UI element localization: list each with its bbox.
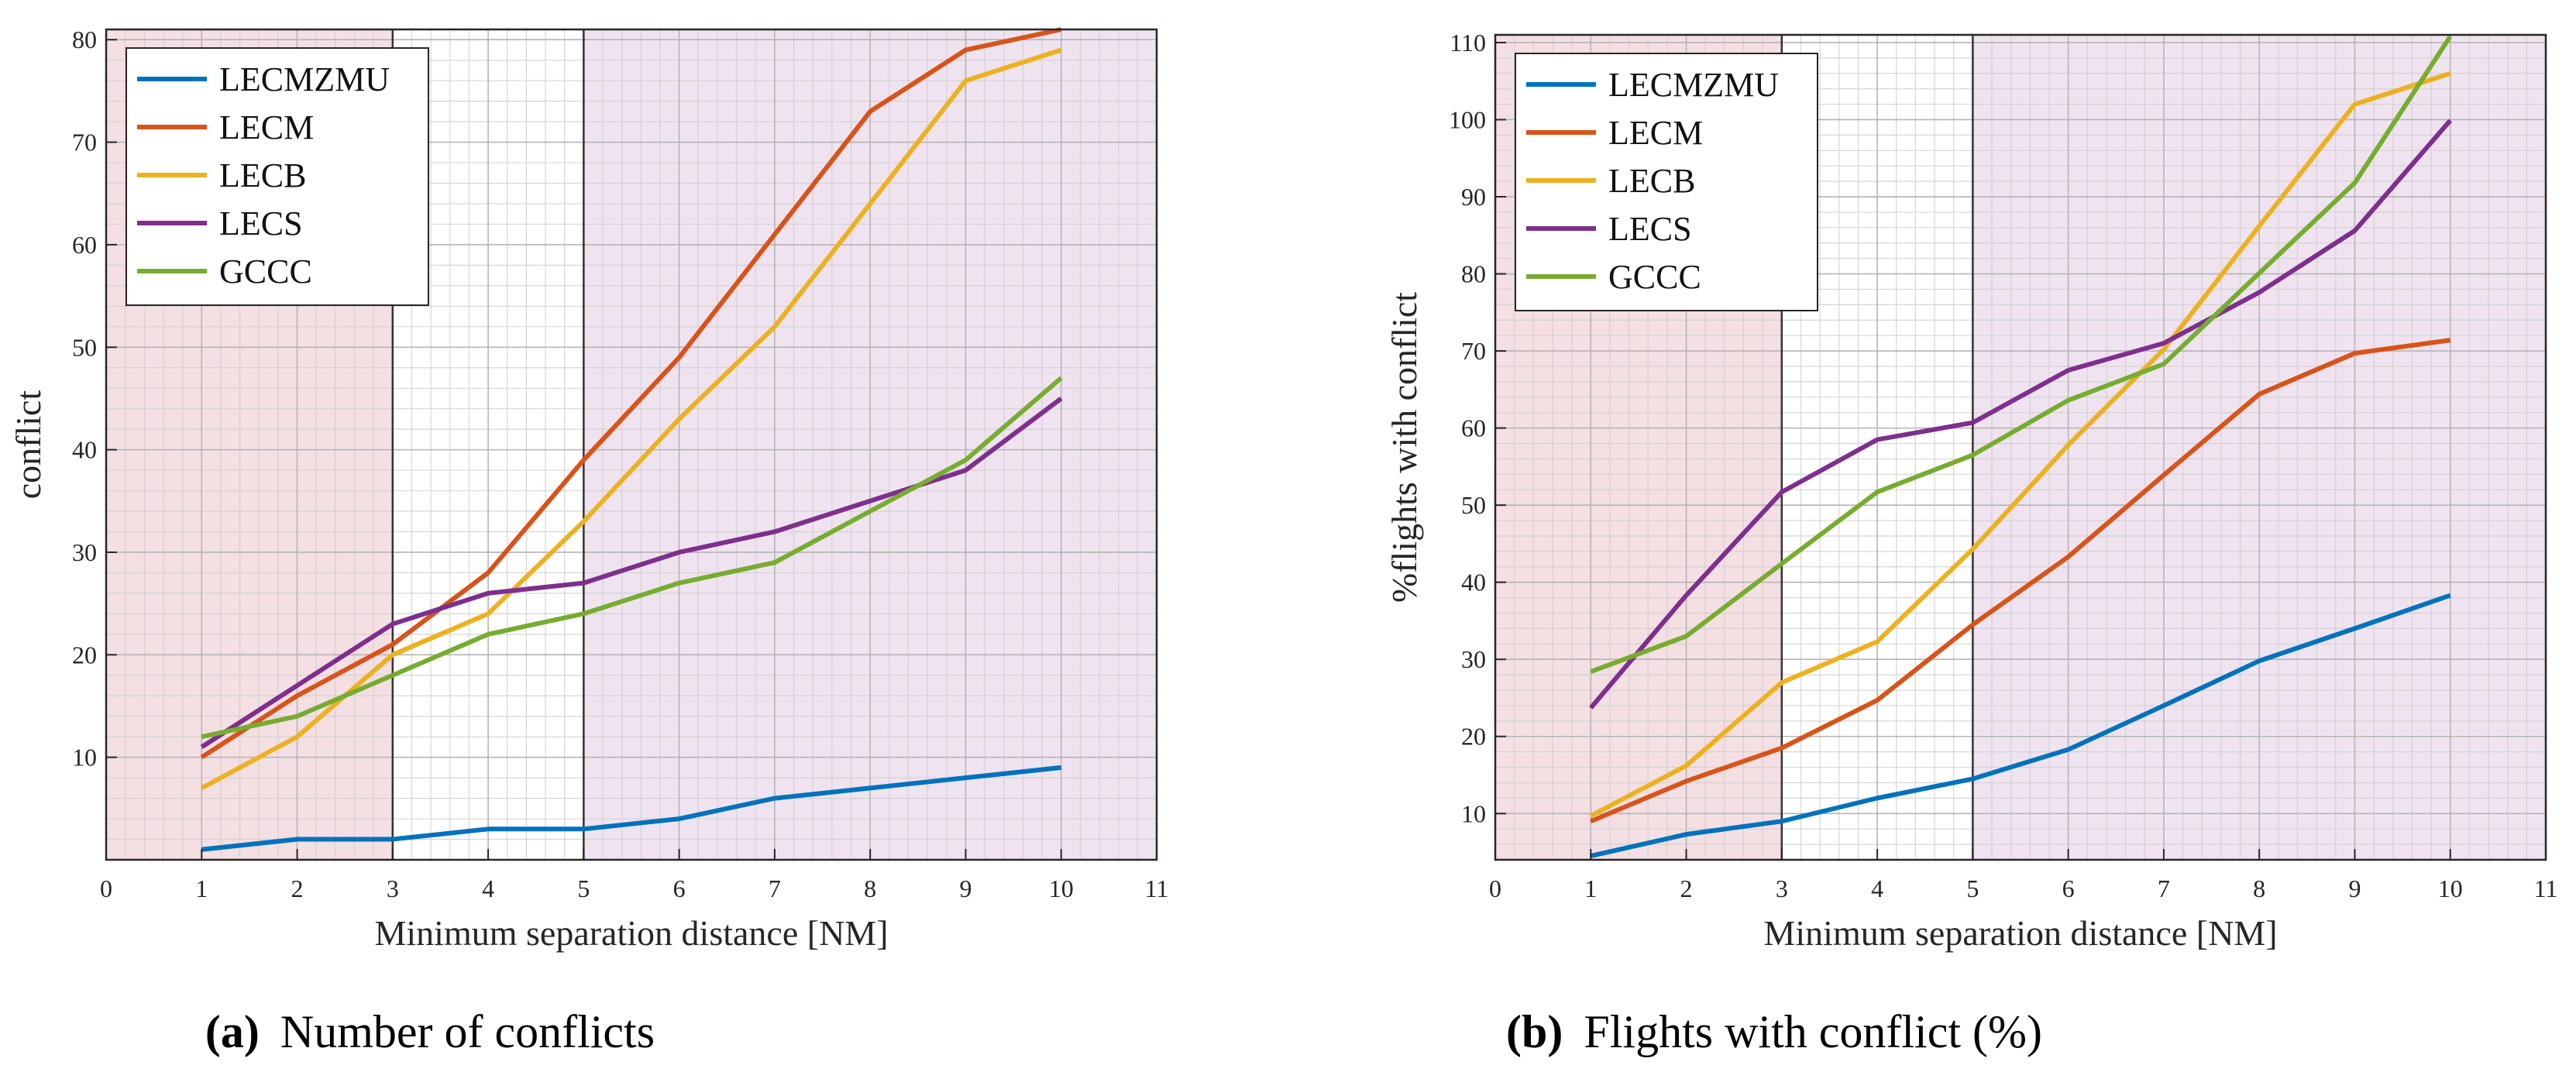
x-tick-label: 0 bbox=[1489, 875, 1501, 902]
y-axis-label: conflict bbox=[9, 390, 48, 500]
y-tick-label: 10 bbox=[1461, 799, 1486, 827]
caption-a-text: Number of conflicts bbox=[280, 1006, 655, 1057]
series-line-lecs bbox=[1588, 119, 2452, 710]
x-tick-label: 9 bbox=[2348, 875, 2361, 902]
x-tick-label: 8 bbox=[2253, 875, 2265, 902]
legend-label-lecs: LECS bbox=[1608, 210, 1692, 248]
legend-label-lecm: LECM bbox=[1608, 114, 1703, 152]
x-tick-label: 2 bbox=[1680, 875, 1693, 902]
y-tick-label: 50 bbox=[72, 333, 97, 361]
x-tick-label: 6 bbox=[2062, 875, 2075, 902]
y-tick-label: 40 bbox=[72, 436, 97, 464]
y-tick-label: 70 bbox=[1461, 337, 1486, 365]
y-tick-label: 80 bbox=[72, 26, 97, 53]
x-tick-label: 7 bbox=[769, 875, 781, 902]
x-tick-label: 7 bbox=[2158, 875, 2170, 902]
legend: LECMZMU LECM LECB LECS GCCC bbox=[1515, 53, 1818, 311]
y-tick-label: 50 bbox=[1461, 491, 1486, 519]
series-line-lecmzmu bbox=[201, 765, 1062, 852]
caption-a: (a) Number of conflicts bbox=[205, 1006, 655, 1057]
x-tick-label: 11 bbox=[2534, 875, 2558, 902]
x-tick-label: 0 bbox=[100, 875, 112, 902]
axes-box bbox=[1494, 33, 2547, 861]
legend-label-lecmzmu: LECMZMU bbox=[1608, 66, 1779, 104]
y-axis-label: %flights with conflict bbox=[1384, 292, 1424, 603]
legend: LECMZMU LECM LECB LECS GCCC bbox=[126, 47, 429, 306]
x-tick-label: 4 bbox=[482, 875, 494, 902]
x-tick-label: 3 bbox=[1776, 875, 1788, 902]
y-tick-label: 60 bbox=[72, 231, 97, 259]
legend-label-gccc: GCCC bbox=[1608, 258, 1701, 296]
series-line-gccc bbox=[201, 376, 1063, 740]
series-line-lecmzmu bbox=[1590, 593, 2451, 858]
y-tick-label: 30 bbox=[72, 538, 97, 566]
caption-b-text: Flights with conflict (%) bbox=[1584, 1006, 2042, 1057]
x-tick-label: 3 bbox=[387, 875, 399, 902]
legend-label-lecmzmu: LECMZMU bbox=[219, 60, 390, 98]
y-tick-label: 90 bbox=[1461, 183, 1486, 211]
x-tick-label: 1 bbox=[195, 875, 208, 902]
y-tick-label: 30 bbox=[1461, 645, 1486, 673]
x-tick-label: 5 bbox=[1966, 875, 1979, 902]
x-tick-label: 10 bbox=[1049, 875, 1074, 902]
y-tick-label: 20 bbox=[1461, 723, 1486, 751]
x-axis-label: Minimum separation distance [NM] bbox=[374, 913, 888, 953]
series-line-lecm bbox=[1590, 338, 2451, 823]
caption-b-letter: (b) bbox=[1506, 1006, 1563, 1057]
legend-label-lecm: LECM bbox=[219, 108, 314, 146]
chart-flights-with-conflict: 0 1 2 3 4 5 6 7 8 9 10 11 10 20 30 40 50 60 70 80 90 100 110 Mi… bbox=[1384, 29, 2557, 953]
x-axis-label: Minimum separation distance [NM] bbox=[1763, 913, 2277, 953]
x-tick-label: 1 bbox=[1584, 875, 1597, 902]
y-tick-label: 80 bbox=[1461, 260, 1486, 288]
legend-label-gccc: GCCC bbox=[219, 253, 312, 290]
series-line-gccc bbox=[1590, 35, 2453, 674]
x-tick-label: 6 bbox=[673, 875, 686, 902]
y-tick-label: 60 bbox=[1461, 414, 1486, 442]
chart-number-of-conflicts: 0 1 2 3 4 5 6 7 8 9 10 11 10 20 30 40 50 60 70 80 Minimum se… bbox=[9, 26, 1168, 953]
major-grid bbox=[1494, 35, 2547, 860]
y-tick-label: 70 bbox=[72, 129, 97, 156]
y-tick-label: 100 bbox=[1449, 105, 1486, 133]
x-tick-label: 9 bbox=[959, 875, 972, 902]
y-tick-label: 20 bbox=[72, 641, 97, 668]
y-tick-label: 10 bbox=[72, 744, 97, 771]
x-tick-label: 2 bbox=[291, 875, 304, 902]
axes-box bbox=[105, 28, 1158, 861]
legend-label-lecb: LECB bbox=[219, 156, 306, 194]
x-tick-label: 4 bbox=[1871, 875, 1883, 902]
x-tick-label: 8 bbox=[864, 875, 876, 902]
x-tick-label: 10 bbox=[2438, 875, 2463, 902]
caption-b: (b) Flights with conflict (%) bbox=[1506, 1006, 2042, 1057]
series-line-lecm bbox=[200, 27, 1062, 760]
legend-label-lecs: LECS bbox=[219, 204, 303, 242]
x-tick-label: 11 bbox=[1145, 875, 1169, 902]
series-line-lecb bbox=[1589, 70, 2451, 818]
x-tick-label: 5 bbox=[577, 875, 590, 902]
caption-a-letter: (a) bbox=[205, 1006, 260, 1057]
y-tick-label: 40 bbox=[1461, 569, 1486, 596]
y-tick-label: 110 bbox=[1450, 29, 1486, 57]
legend-label-lecb: LECB bbox=[1608, 162, 1695, 200]
